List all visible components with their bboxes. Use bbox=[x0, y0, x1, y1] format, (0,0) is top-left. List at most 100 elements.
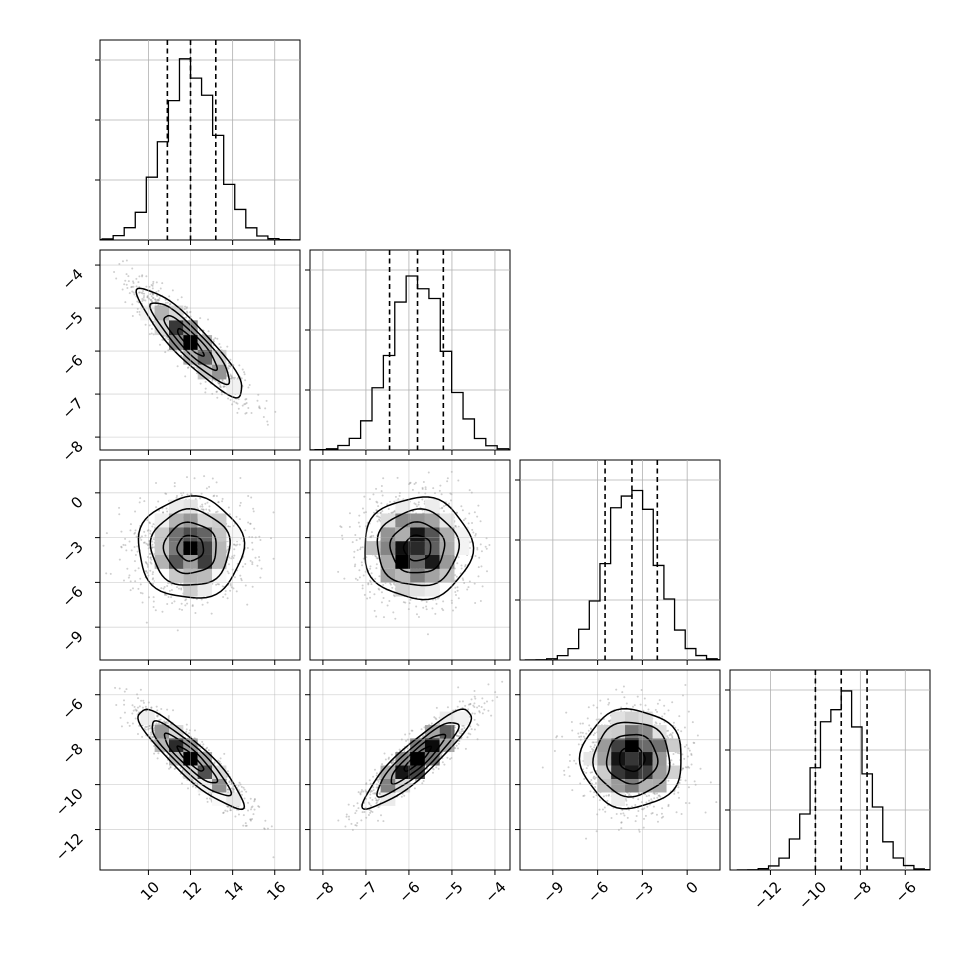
density-cell bbox=[154, 513, 169, 528]
sample-point bbox=[250, 496, 253, 499]
sample-point bbox=[391, 586, 394, 589]
sample-point bbox=[211, 477, 214, 480]
sample-point bbox=[265, 399, 268, 402]
density-cell bbox=[380, 554, 396, 569]
contour-level-3 bbox=[364, 496, 475, 601]
sample-point bbox=[376, 515, 379, 518]
histogram-step bbox=[524, 489, 720, 660]
sample-point bbox=[201, 740, 204, 743]
sample-point bbox=[146, 571, 149, 574]
sample-point bbox=[377, 518, 380, 521]
sample-point bbox=[473, 582, 476, 585]
sample-point bbox=[159, 287, 162, 290]
sample-point bbox=[151, 578, 154, 581]
sample-point bbox=[123, 703, 126, 706]
sample-point bbox=[186, 311, 189, 314]
sample-point bbox=[187, 366, 190, 369]
sample-point bbox=[454, 524, 457, 527]
sample-point bbox=[123, 283, 126, 286]
sample-point bbox=[476, 548, 479, 551]
sample-point bbox=[203, 475, 206, 478]
sample-point bbox=[409, 598, 412, 601]
sample-point bbox=[377, 587, 380, 590]
sample-point bbox=[142, 299, 145, 302]
sample-point bbox=[156, 294, 159, 297]
sample-point bbox=[348, 512, 351, 515]
sample-point bbox=[471, 521, 474, 524]
sample-point bbox=[454, 574, 457, 577]
sample-point bbox=[145, 542, 148, 545]
sample-point bbox=[241, 565, 244, 568]
sample-point bbox=[239, 501, 242, 504]
sample-point bbox=[227, 572, 230, 575]
sample-point bbox=[361, 587, 364, 590]
sample-point bbox=[185, 316, 188, 319]
sample-point bbox=[124, 301, 127, 304]
sample-point bbox=[408, 482, 411, 485]
sample-point bbox=[206, 501, 209, 504]
sample-point bbox=[163, 721, 166, 724]
sample-point bbox=[216, 510, 219, 513]
density-cell bbox=[395, 513, 411, 528]
sample-point bbox=[368, 590, 371, 593]
sample-point bbox=[216, 396, 219, 399]
sample-point bbox=[165, 492, 168, 495]
sample-point bbox=[130, 285, 133, 288]
sample-point bbox=[131, 303, 134, 306]
sample-point bbox=[260, 567, 263, 570]
sample-point bbox=[143, 295, 146, 298]
contour-level-3 bbox=[135, 287, 243, 399]
sample-point bbox=[376, 520, 379, 523]
sample-point bbox=[124, 279, 127, 282]
sample-point bbox=[258, 559, 261, 562]
sample-point bbox=[449, 499, 452, 502]
sample-point bbox=[121, 260, 124, 263]
sample-point bbox=[411, 488, 414, 491]
sample-point bbox=[235, 401, 238, 404]
sample-point bbox=[219, 757, 222, 760]
sample-point bbox=[442, 510, 445, 513]
sample-point bbox=[155, 722, 158, 725]
sample-point bbox=[337, 570, 340, 573]
sample-point bbox=[417, 615, 420, 618]
sample-point bbox=[133, 560, 136, 563]
sample-point bbox=[381, 494, 384, 497]
sample-point bbox=[156, 714, 159, 717]
sample-point bbox=[137, 281, 140, 284]
density-cell bbox=[168, 335, 184, 350]
density-cell bbox=[410, 513, 425, 528]
sample-point bbox=[173, 600, 176, 603]
sample-point bbox=[227, 805, 230, 808]
sample-point bbox=[144, 570, 147, 573]
sample-point bbox=[148, 333, 151, 336]
sample-point bbox=[387, 507, 390, 510]
sample-point bbox=[214, 337, 217, 340]
sample-point bbox=[222, 596, 225, 599]
sample-point bbox=[118, 262, 121, 265]
panel-frame bbox=[309, 249, 511, 451]
sample-point bbox=[222, 811, 225, 814]
sample-point bbox=[421, 486, 424, 489]
sample-point bbox=[144, 560, 147, 563]
sample-point bbox=[468, 489, 471, 492]
sample-point bbox=[460, 567, 463, 570]
sample-point bbox=[212, 495, 215, 498]
sample-point bbox=[155, 281, 158, 284]
sample-point bbox=[434, 612, 437, 615]
density-cell bbox=[212, 364, 227, 380]
sample-point bbox=[157, 752, 160, 755]
sample-point bbox=[417, 503, 420, 506]
sample-point bbox=[229, 358, 232, 361]
sample-point bbox=[149, 556, 152, 559]
sample-point bbox=[415, 505, 418, 508]
sample-point bbox=[166, 602, 169, 605]
sample-point bbox=[370, 535, 373, 538]
sample-point bbox=[152, 282, 155, 285]
sample-point bbox=[142, 701, 145, 704]
sample-point bbox=[201, 508, 204, 511]
sample-point bbox=[109, 572, 112, 575]
sample-point bbox=[165, 762, 168, 765]
sample-point bbox=[152, 333, 155, 336]
sample-point bbox=[375, 567, 378, 570]
sample-point bbox=[132, 291, 135, 294]
